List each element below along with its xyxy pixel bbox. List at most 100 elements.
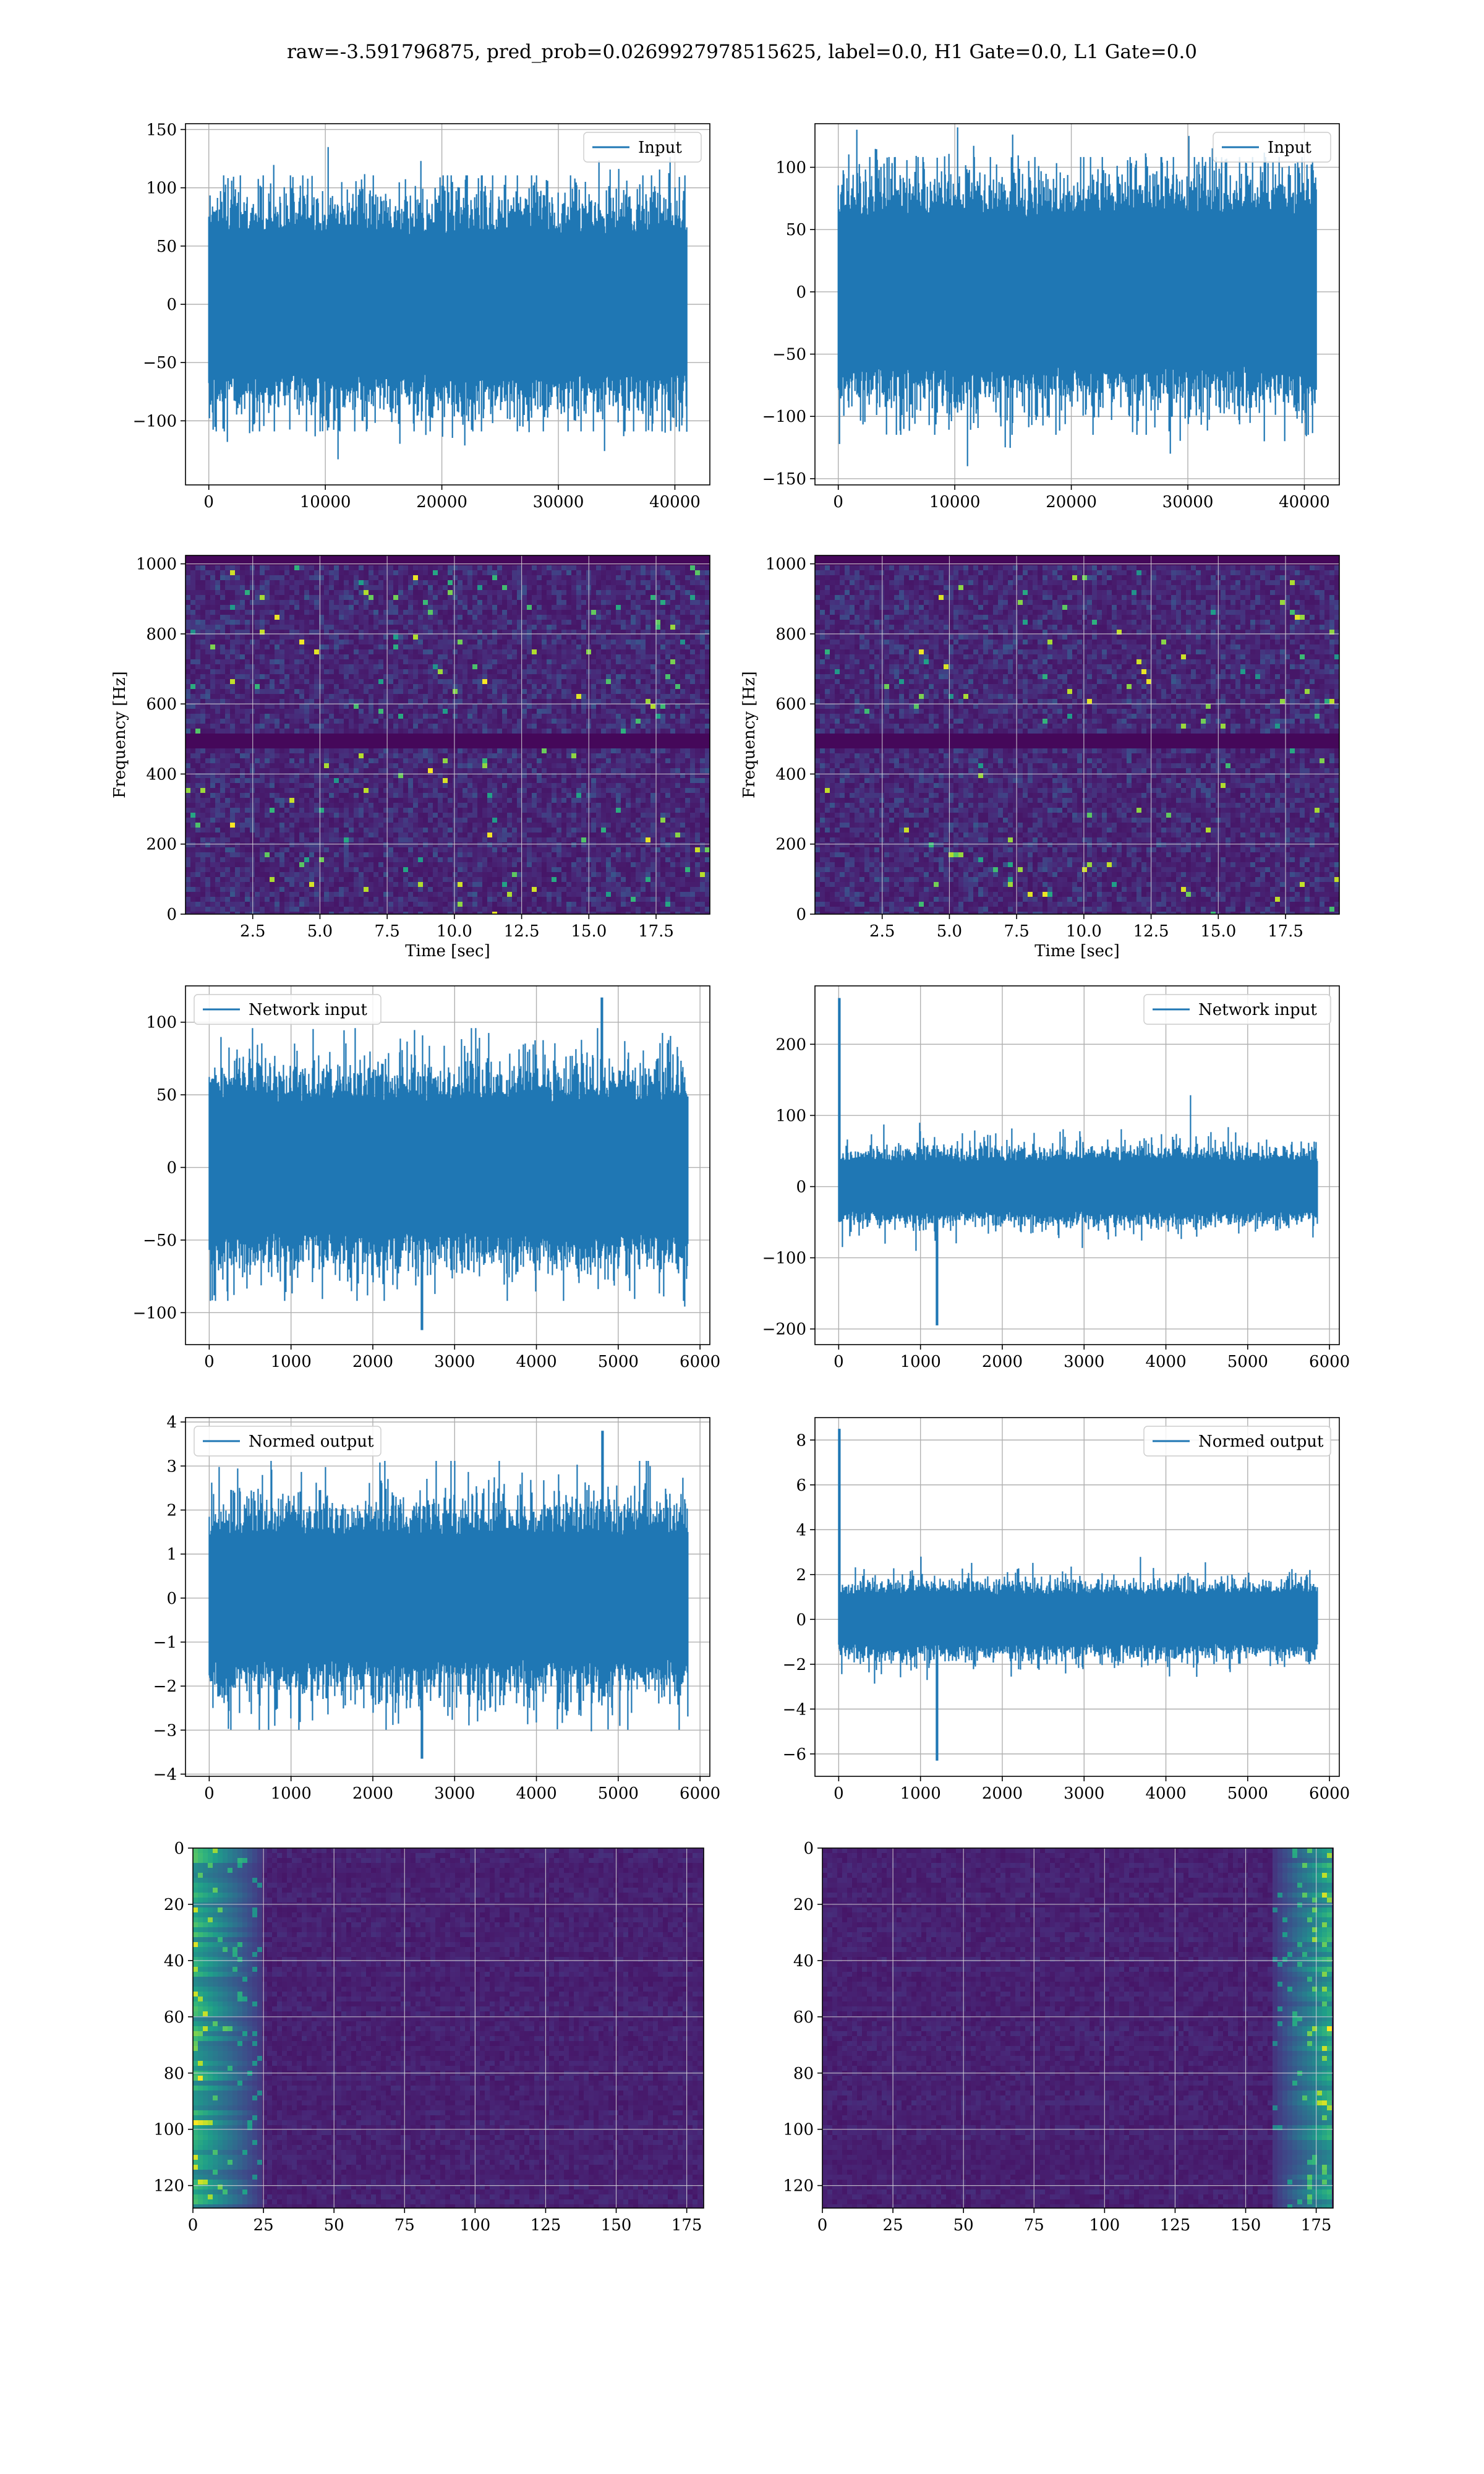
heatmap-cell [289,635,295,640]
heatmap-cell [398,560,404,566]
heatmap-cell [566,753,572,759]
heatmap-cell [334,773,339,779]
heatmap-cell [591,585,597,591]
heatmap-cell [542,600,547,606]
heatmap-cell [373,625,379,630]
heatmap-cell [517,734,522,739]
heatmap-cell [680,778,686,784]
heatmap-cell [576,625,582,630]
heatmap-cell [566,689,572,695]
heatmap-cell [458,748,463,754]
heatmap-cell [186,694,191,700]
heatmap-cell [255,773,260,779]
heatmap-cell [448,570,453,576]
heatmap-cell [388,679,394,685]
heatmap-cell [304,615,310,620]
heatmap-cell [294,689,300,695]
heatmap-cell [220,753,226,759]
heatmap-cell [428,595,433,601]
heatmap-cell [665,649,671,655]
heatmap-cell [443,595,448,601]
heatmap-cell [650,773,656,779]
heatmap-cell [695,674,701,680]
heatmap-cell [463,610,468,615]
heatmap-cell [265,704,270,709]
heatmap-cell [195,714,201,719]
heatmap-cell [660,699,666,704]
heatmap-cell [482,644,488,650]
heatmap-cell [220,748,226,754]
heatmap-cell [646,768,651,774]
heatmap-cell [547,768,552,774]
heatmap-cell [497,560,503,566]
heatmap-cell [650,565,656,571]
heatmap-cell [225,575,231,581]
heatmap-cell [265,719,270,724]
heatmap-cell [373,590,379,596]
heatmap-cell [448,684,453,690]
heatmap-cell [576,763,582,769]
heatmap-cell [591,649,597,655]
heatmap-cell [611,635,616,640]
heatmap-cell [369,778,374,784]
heatmap-cell [458,580,463,586]
heatmap-cell [596,570,602,576]
heatmap-cell [616,555,621,561]
heatmap-cell [591,669,597,675]
heatmap-cell [497,778,503,784]
heatmap-cell [650,664,656,670]
heatmap-cell [547,620,552,625]
heatmap-cell [309,664,315,670]
heatmap-cell [621,758,626,764]
heatmap-cell [556,640,562,645]
heatmap-cell [240,729,245,734]
heatmap-cell [665,659,671,665]
heatmap-cell [443,768,448,774]
heatmap-cell [517,630,522,635]
heatmap-cell [631,743,636,749]
heatmap-cell [418,689,424,695]
heatmap-cell [299,640,305,645]
heatmap-cell [393,743,399,749]
heatmap-cell [492,595,498,601]
heatmap-cell [369,689,374,695]
heatmap-cell [690,714,696,719]
heatmap-cell [334,570,339,576]
heatmap-cell [507,768,513,774]
heatmap-cell [463,694,468,700]
heatmap-cell [453,714,458,719]
heatmap-cell [418,669,424,675]
heatmap-cell [596,679,602,685]
heatmap-cell [571,778,577,784]
heatmap-cell [522,560,527,566]
heatmap-cell [576,605,582,610]
heatmap-cell [294,590,300,596]
heatmap-cell [650,644,656,650]
heatmap-cell [482,763,488,769]
heatmap-cell [309,724,315,729]
heatmap-cell [190,664,196,670]
heatmap-cell [467,694,473,700]
heatmap-cell [552,605,557,610]
heatmap-cell [636,778,641,784]
heatmap-cell [260,689,265,695]
heatmap-cell [517,684,522,690]
heatmap-cell [210,585,216,591]
heatmap-cell [324,694,330,700]
heatmap-cell [438,644,443,650]
heatmap-cell [433,565,438,571]
heatmap-cell [195,684,201,690]
heatmap-cell [205,704,211,709]
heatmap-cell [552,704,557,709]
heatmap-cell [685,778,691,784]
heatmap-cell [626,729,631,734]
heatmap-cell [190,595,196,601]
heatmap-cell [448,590,453,596]
heatmap-cell [190,590,196,596]
heatmap-cell [314,600,320,606]
heatmap-cell [289,585,295,591]
heatmap-cell [354,738,359,744]
heatmap-cell [695,565,701,571]
heatmap-cell [289,704,295,709]
heatmap-cell [463,590,468,596]
